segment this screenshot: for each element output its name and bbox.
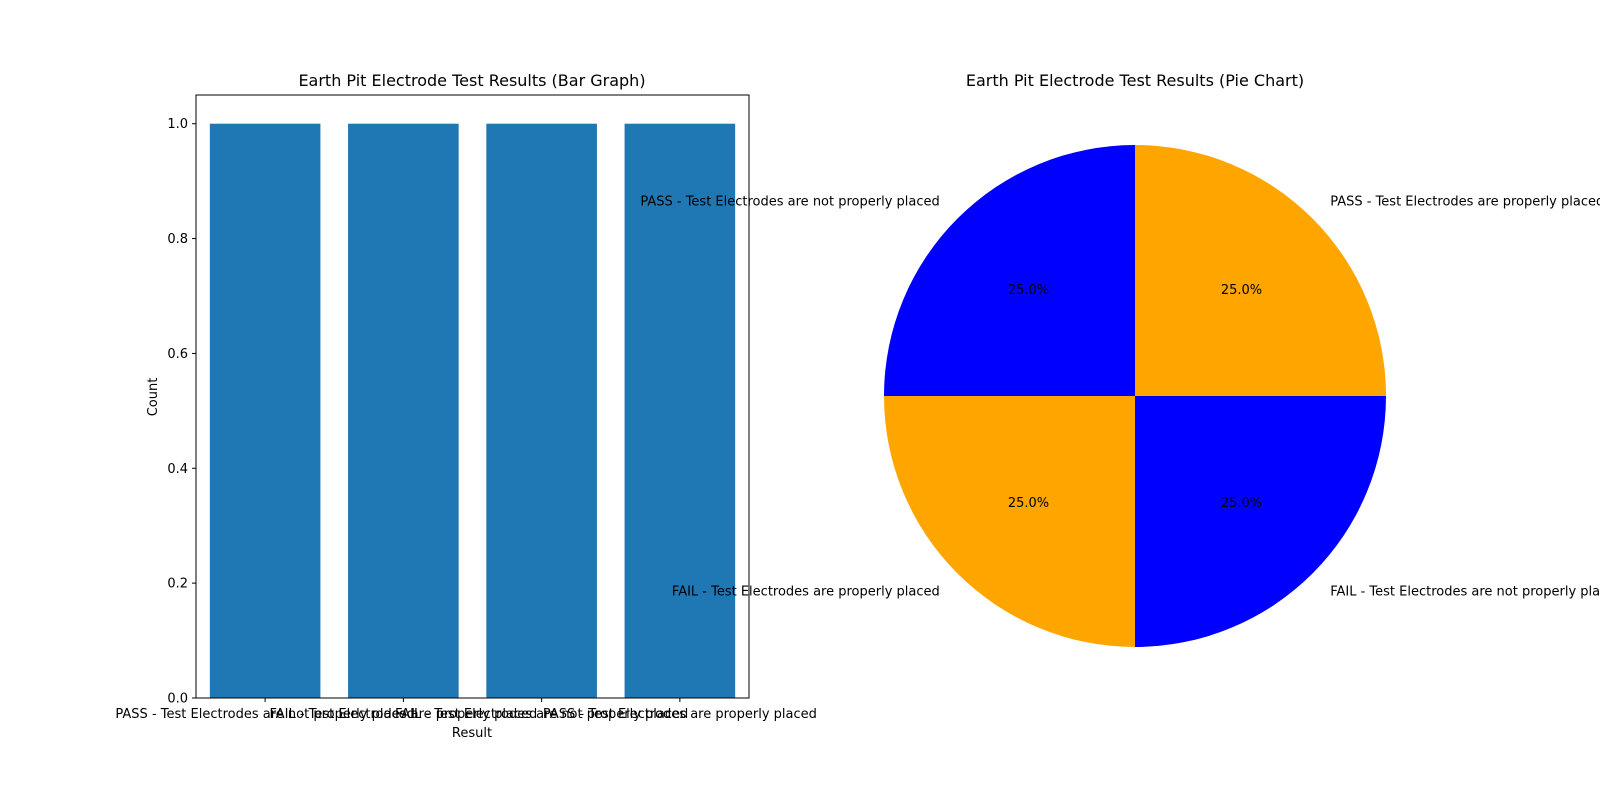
pie-percent-label: 25.0% <box>1008 283 1049 298</box>
bar-chart: Earth Pit Electrode Test Results (Bar Gr… <box>115 71 816 741</box>
bar-axes-frame <box>195 94 750 699</box>
bar-x-axis-label: Result <box>452 726 492 741</box>
pie-slice <box>1135 145 1386 396</box>
pie-slice <box>884 145 1135 396</box>
bar <box>486 123 597 698</box>
y-tick-label: 0.6 <box>167 347 188 362</box>
pie-slice-label: PASS - Test Electrodes are properly plac… <box>1330 194 1600 209</box>
x-tick-label: FAIL - Test Electrodes are properly plac… <box>269 707 537 722</box>
y-tick-label: 0.4 <box>167 462 188 477</box>
pie-percent-label: 25.0% <box>1221 283 1262 298</box>
pie-slice <box>884 396 1135 647</box>
y-tick-label: 0.8 <box>167 232 188 247</box>
pie-chart: Earth Pit Electrode Test Results (Pie Ch… <box>640 71 1600 647</box>
bar <box>348 123 459 698</box>
pie-plot-area: 25.0% PASS - Test Electrodes are not prop… <box>640 145 1600 647</box>
bar <box>209 123 321 698</box>
pie-slice-label: FAIL - Test Electrodes are properly plac… <box>672 585 940 600</box>
x-tick-label: FAIL - Test Electrodes are not properly … <box>395 707 688 722</box>
pie-slice <box>1135 396 1386 647</box>
pie-chart-title: Earth Pit Electrode Test Results (Pie Ch… <box>966 71 1304 90</box>
pie-percent-label: 25.0% <box>1008 496 1049 511</box>
pie-percent-label: 25.0% <box>1221 496 1262 511</box>
y-tick-label: 0.0 <box>167 692 188 707</box>
pie-slice-label: PASS - Test Electrodes are not properly … <box>640 194 939 209</box>
bar-chart-title: Earth Pit Electrode Test Results (Bar Gr… <box>298 71 645 90</box>
y-tick-label: 1.0 <box>167 117 188 132</box>
x-tick-label: PASS - Test Electrodes are properly plac… <box>543 707 817 722</box>
y-tick-label: 0.2 <box>167 577 188 592</box>
bar-plot-area: 0.0 0.2 0.4 0.6 0.8 1.0 PASS - Test Electrodes… <box>115 117 816 722</box>
bar <box>624 123 736 698</box>
pie-slice-label: FAIL - Test Electrodes are not properly … <box>1330 585 1600 600</box>
bar-y-axis-label: Count <box>146 378 161 417</box>
x-tick-label: PASS - Test Electrodes are not properly … <box>115 707 414 722</box>
